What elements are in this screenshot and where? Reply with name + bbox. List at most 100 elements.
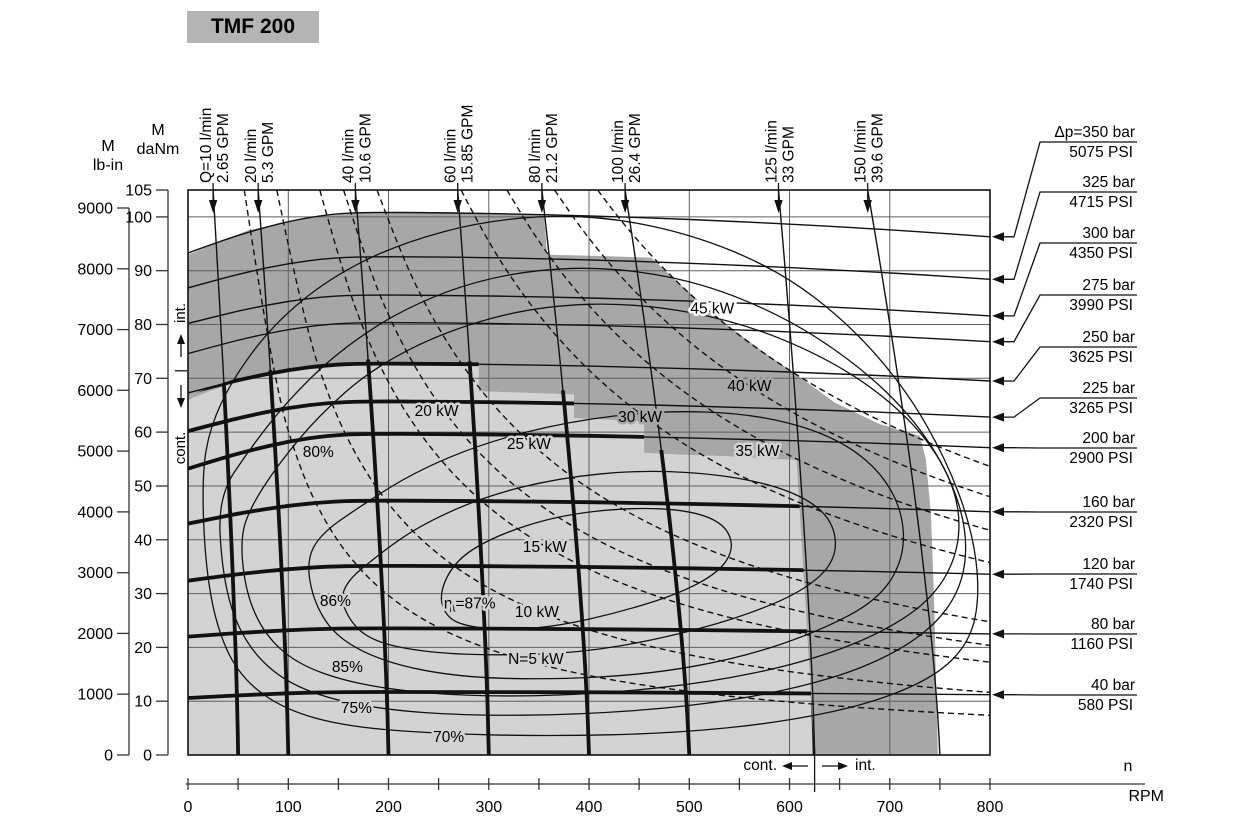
- left-zone-cont-label: cont.: [172, 431, 189, 465]
- power-curve-25kw: [376, 190, 990, 623]
- pressure-line-350bar: [188, 211, 990, 254]
- power-label-10kw: 10 kW: [515, 604, 559, 621]
- flow-arrow-80lpm: [537, 200, 547, 213]
- tick-label-lbin-6000: 6000: [77, 383, 113, 400]
- pressure-arrow-275bar: [992, 337, 1004, 347]
- pressure-arrow-200bar: [992, 443, 1004, 453]
- flow-label-gpm-60: 15.85 GPM: [460, 105, 477, 183]
- power-label-35kw: 35 kW: [735, 443, 779, 460]
- power-curve-30kw: [460, 190, 990, 564]
- pressure-arrow-325bar: [992, 274, 1004, 284]
- tick-label-danm-60: 60: [134, 425, 152, 442]
- tick-label-lbin-4000: 4000: [77, 504, 113, 521]
- efficiency-label-70: 70%: [433, 729, 464, 746]
- left-axes: [117, 189, 169, 756]
- pressure-label-bar-300: 300 bar: [1082, 225, 1135, 242]
- tick-label-danm-50: 50: [134, 479, 152, 496]
- intermittent-region-right: [792, 371, 938, 755]
- tick-label-rpm-500: 500: [676, 799, 703, 816]
- flow-label-gpm-80: 21.2 GPM: [544, 113, 561, 183]
- y-axis-title-lbin: M lb-in: [80, 137, 136, 175]
- y-axis-title-danm-line2: daNm: [136, 141, 180, 158]
- power-label-40kw: 40 kW: [727, 378, 771, 395]
- flow-label-lmin-20: 20 l/min: [243, 129, 260, 183]
- left-axis-numbers: 0 1000 2000 3000 4000 5000 6000 7000 8000 9000 0 10…: [77, 183, 152, 765]
- power-label-20kw: 20 kW: [415, 403, 459, 420]
- left-zone-annotation: [175, 334, 187, 408]
- power-curves: [243, 190, 990, 716]
- pressure-label-psi-40: 580 PSI: [1078, 697, 1133, 714]
- flow-label-gpm-150: 39.6 GPM: [870, 113, 887, 183]
- pressure-label-bar-275: 275 bar: [1082, 277, 1135, 294]
- flow-label-lmin-40: 40 l/min: [340, 129, 357, 183]
- flow-label-gpm-40: 10.6 GPM: [357, 113, 374, 183]
- x-axis-unit-n: n: [1123, 758, 1133, 775]
- flow-label-gpm-20: 5.3 GPM: [260, 122, 277, 183]
- tick-label-rpm-100: 100: [275, 799, 302, 816]
- tick-label-lbin-0: 0: [104, 748, 113, 765]
- pressure-label-psi-300: 4350 PSI: [1069, 245, 1133, 262]
- power-label-25kw: 25 kW: [507, 436, 551, 453]
- pressure-label-psi-325: 4715 PSI: [1069, 194, 1133, 211]
- flow-label-lmin-150: 150 l/min: [853, 120, 870, 183]
- power-curve-10kw: [276, 190, 990, 694]
- left-cont-arrow: [177, 398, 185, 408]
- pressure-arrow-40bar: [992, 690, 1004, 700]
- y-axis-title-lbin-line2: lb-in: [92, 157, 124, 174]
- curve-labels: N=5 kW 10 kW 15 kW 20 kW 25 kW 30 kW 35 kW 40 k…: [300, 298, 782, 749]
- bottom-zone-cont-label: cont.: [743, 757, 777, 774]
- tick-label-rpm-200: 200: [375, 799, 402, 816]
- tick-label-danm-70: 70: [134, 371, 152, 388]
- efficiency-label-85: 85%: [332, 659, 363, 676]
- power-curve-20kw: [342, 190, 990, 647]
- pressure-line-325bar: [188, 256, 990, 289]
- pressure-arrow-160bar: [992, 507, 1004, 517]
- power-label-45kw: 45 kW: [690, 300, 734, 317]
- power-label-30kw: 30 kW: [618, 409, 662, 426]
- flow-arrow-150lpm: [863, 200, 872, 213]
- tick-label-danm-105: 105: [125, 183, 152, 200]
- tick-label-danm-30: 30: [134, 586, 152, 603]
- y-axis-title-lbin-line1: M: [101, 138, 115, 155]
- flow-arrow-20lpm: [254, 200, 263, 213]
- tick-label-rpm-400: 400: [576, 799, 603, 816]
- y-axis-title-danm: M daNm: [130, 121, 186, 159]
- pressure-label-bar-200: 200 bar: [1082, 430, 1135, 447]
- continuous-region: [188, 363, 815, 755]
- bottom-zone-annotation: [782, 748, 848, 792]
- pressure-label-psi-250: 3625 PSI: [1069, 349, 1133, 366]
- power-curve-35kw: [506, 190, 990, 531]
- tick-label-danm-10: 10: [134, 694, 152, 711]
- efficiency-contour-80: [241, 303, 960, 697]
- tick-label-lbin-1000: 1000: [77, 687, 113, 704]
- flow-arrow-60lpm: [453, 200, 462, 213]
- tick-label-rpm-0: 0: [184, 799, 193, 816]
- pressure-label-psi-225: 3265 PSI: [1069, 400, 1133, 417]
- efficiency-label-86: 86%: [320, 593, 351, 610]
- tick-label-rpm-300: 300: [475, 799, 502, 816]
- flow-label-lmin-10: Q=10 l/min: [198, 108, 215, 183]
- plot-border: [187, 189, 991, 756]
- power-curve-40kw: [554, 190, 990, 498]
- pressure-label-psi-200: 2900 PSI: [1069, 450, 1133, 467]
- flow-arrow-40lpm: [351, 200, 360, 213]
- x-axis-unit-rpm: RPM: [1128, 788, 1164, 805]
- flow-label-lmin-125: 125 l/min: [764, 120, 781, 183]
- pressure-label-psi-160: 2320 PSI: [1069, 514, 1133, 531]
- efficiency-contour-70: [202, 215, 979, 737]
- pressure-label-bar-225: 225 bar: [1082, 380, 1135, 397]
- bottom-cont-arrow: [782, 762, 792, 770]
- pressure-label-bar-80: 80 bar: [1091, 616, 1135, 633]
- tick-label-danm-90: 90: [134, 263, 152, 280]
- pressure-label-bar-350: Δp=350 bar: [1054, 124, 1135, 141]
- flow-label-gpm-100: 26.4 GPM: [627, 113, 644, 183]
- y-axis-title-danm-line1: M: [151, 122, 165, 139]
- pressure-arrow-250bar: [992, 376, 1004, 386]
- pressure-arrow-120bar: [992, 569, 1004, 579]
- flow-line-125lpm: [777, 190, 816, 755]
- power-label-15kw: 15 kW: [523, 539, 567, 556]
- power-label-5kw: N=5 kW: [508, 651, 564, 668]
- pressure-label-psi-350: 5075 PSI: [1069, 144, 1133, 161]
- tick-label-danm-0: 0: [143, 748, 152, 765]
- flow-label-lmin-80: 80 l/min: [527, 129, 544, 183]
